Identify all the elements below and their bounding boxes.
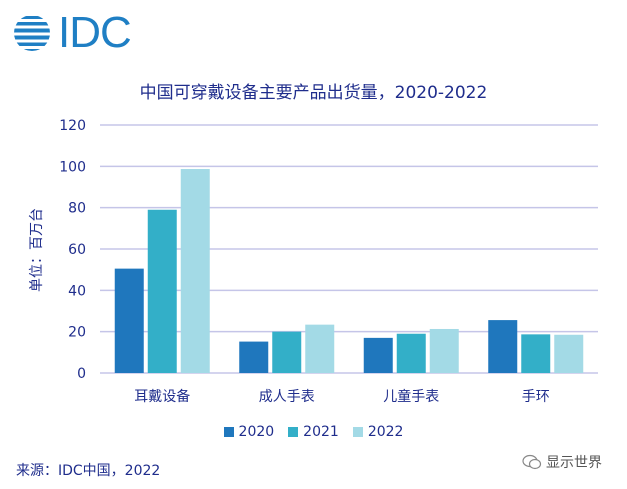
legend: 2020 2021 2022: [0, 424, 627, 440]
y-tick-label: 80: [68, 201, 86, 217]
x-tick-label: 手环: [522, 389, 550, 405]
x-tick-label: 儿童手表: [383, 388, 439, 405]
logo-text: IDC: [58, 8, 132, 57]
y-tick-label: 20: [68, 325, 86, 341]
bar-2021-2: [396, 333, 426, 373]
chart-title: 中国可穿戴设备主要产品出货量，2020-2022: [139, 83, 488, 103]
bar-2021-1: [272, 331, 302, 373]
legend-item-2020: 2020: [223, 424, 275, 440]
bar-2022-2: [429, 328, 459, 373]
idc-logo: IDC: [12, 8, 132, 58]
legend-item-2021: 2021: [288, 424, 339, 440]
watermark-text: 显示世界: [546, 455, 602, 471]
legend-label: 2021: [303, 424, 339, 440]
legend-swatch: [288, 427, 299, 437]
bar-2021-3: [521, 334, 551, 373]
bar-2020-0: [114, 268, 144, 373]
bar-2020-3: [488, 320, 518, 373]
y-tick-label: 120: [59, 118, 86, 134]
legend-swatch: [223, 427, 234, 437]
watermark: 显示世界: [522, 452, 602, 472]
y-tick-label: 40: [68, 283, 86, 299]
x-tick-label: 耳戴设备: [134, 388, 190, 405]
bar-2022-1: [305, 324, 335, 373]
legend-swatch: [352, 427, 363, 437]
bar-2020-2: [363, 337, 393, 373]
source-note: 来源：IDC中国，2022: [16, 463, 161, 479]
y-tick-label: 0: [77, 366, 86, 382]
bar-2022-0: [180, 169, 210, 373]
y-tick-label: 60: [68, 242, 86, 258]
legend-label: 2022: [367, 424, 404, 440]
bar-2021-0: [147, 209, 177, 373]
bar-2022-3: [554, 334, 584, 373]
legend-label: 2020: [238, 424, 275, 440]
x-tick-label: 成人手表: [259, 389, 315, 405]
bar-2020-1: [239, 341, 269, 373]
y-tick-label: 100: [59, 159, 86, 175]
globe-icon: [14, 16, 50, 51]
legend-item-2022: 2022: [352, 424, 404, 440]
wechat-icon: [522, 454, 542, 470]
